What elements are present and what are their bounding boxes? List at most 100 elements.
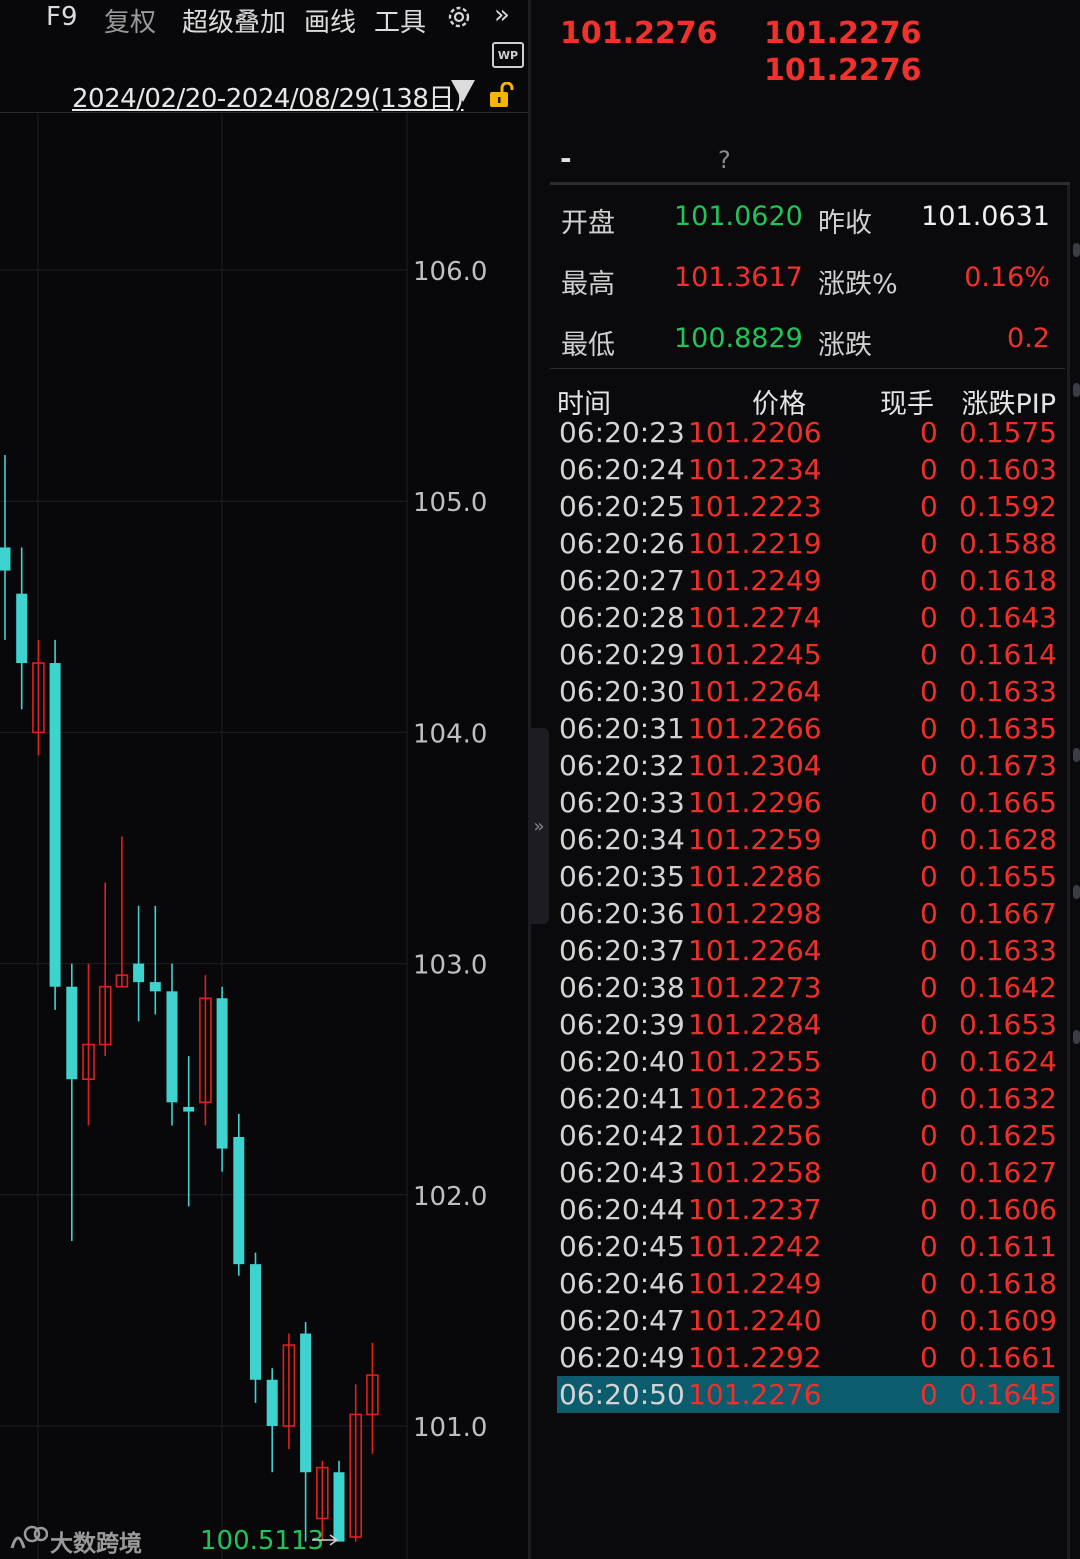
date-range-selector[interactable]: 2024/02/20-2024/08/29(138日) xyxy=(72,84,464,114)
tick-row[interactable]: 06:20:49 101.2292 0 0.1661 xyxy=(557,1339,1059,1376)
candle-body xyxy=(233,1137,245,1265)
tick-price: 101.2219 xyxy=(688,527,822,560)
tick-time: 06:20:30 xyxy=(559,675,685,708)
dropdown-triangle-icon[interactable] xyxy=(451,80,475,102)
collapse-chevron-icon: » xyxy=(533,815,545,837)
f9-button[interactable]: F9 xyxy=(46,2,78,32)
tick-row[interactable]: 06:20:39 101.2284 0 0.1653 xyxy=(557,1006,1059,1043)
tick-time: 06:20:38 xyxy=(559,971,685,1004)
candle-body xyxy=(250,1264,261,1380)
tick-volume: 0 xyxy=(920,934,938,967)
tick-price: 101.2264 xyxy=(688,675,822,708)
tools-button[interactable]: 工具 xyxy=(374,8,427,38)
tick-pip: 0.1611 xyxy=(959,1230,1057,1263)
tick-row[interactable]: 06:20:30 101.2264 0 0.1633 xyxy=(557,673,1059,710)
unlock-icon[interactable] xyxy=(490,81,520,112)
stats-divider xyxy=(550,368,1065,369)
tick-volume: 0 xyxy=(920,897,938,930)
tick-row[interactable]: 06:20:35 101.2286 0 0.1655 xyxy=(557,858,1059,895)
collapse-panel-button[interactable]: » xyxy=(529,728,549,924)
candle-body xyxy=(166,991,178,1103)
tick-row[interactable]: 06:20:32 101.2304 0 0.1673 xyxy=(557,747,1059,784)
col-header-pip: 涨跌PIP xyxy=(961,389,1056,420)
bid-price: 101.2276 xyxy=(764,16,922,51)
tick-row[interactable]: 06:20:37 101.2264 0 0.1633 xyxy=(557,932,1059,969)
candle-body xyxy=(300,1333,312,1473)
tick-row[interactable]: 06:20:28 101.2274 0 0.1643 xyxy=(557,599,1059,636)
tick-pip: 0.1642 xyxy=(959,971,1057,1004)
candle xyxy=(233,1113,245,1276)
tick-volume: 0 xyxy=(920,416,938,449)
tick-row[interactable]: 06:20:38 101.2273 0 0.1642 xyxy=(557,969,1059,1006)
candle xyxy=(266,1368,278,1473)
gear-icon[interactable] xyxy=(444,2,474,36)
candle-body xyxy=(216,998,228,1149)
tick-price: 101.2245 xyxy=(688,638,822,671)
candle-body xyxy=(315,1466,329,1520)
tick-price: 101.2258 xyxy=(688,1156,822,1189)
tick-volume: 0 xyxy=(920,823,938,856)
tick-time: 06:20:36 xyxy=(559,897,685,930)
draw-button[interactable]: 画线 xyxy=(304,8,357,38)
tick-row[interactable]: 06:20:34 101.2259 0 0.1628 xyxy=(557,821,1059,858)
candlestick-chart[interactable]: 106.0 105.0 104.0 103.0 102.0 101.0 100.5113 xyxy=(0,113,528,1559)
tick-pip: 0.1633 xyxy=(959,675,1057,708)
change-pct-label: 涨跌% xyxy=(818,269,898,300)
tick-row[interactable]: 06:20:29 101.2245 0 0.1614 xyxy=(557,636,1059,673)
candle xyxy=(199,975,212,1126)
tick-row[interactable]: 06:20:42 101.2256 0 0.1625 xyxy=(557,1117,1059,1154)
tick-time: 06:20:32 xyxy=(559,749,685,782)
right-scroll-edge xyxy=(1067,185,1070,1559)
tick-row[interactable]: 06:20:41 101.2263 0 0.1632 xyxy=(557,1080,1059,1117)
candle-body xyxy=(366,1374,379,1416)
tick-row[interactable]: 06:20:27 101.2249 0 0.1618 xyxy=(557,562,1059,599)
tick-price: 101.2263 xyxy=(688,1082,822,1115)
tick-row[interactable]: 06:20:40 101.2255 0 0.1624 xyxy=(557,1043,1059,1080)
tick-time: 06:20:49 xyxy=(559,1341,685,1374)
tick-price: 101.2273 xyxy=(688,971,822,1004)
tick-row[interactable]: 06:20:31 101.2266 0 0.1635 xyxy=(557,710,1059,747)
fuquan-button[interactable]: 复权 xyxy=(104,8,157,38)
candle xyxy=(216,986,228,1172)
tick-row[interactable]: 06:20:25 101.2223 0 0.1592 xyxy=(557,488,1059,525)
tick-row[interactable]: 06:20:44 101.2237 0 0.1606 xyxy=(557,1191,1059,1228)
tick-row[interactable]: 06:20:50 101.2276 0 0.1645 xyxy=(557,1376,1059,1413)
tick-price: 101.2240 xyxy=(688,1304,822,1337)
low-marker-arrowhead xyxy=(329,1534,339,1546)
tick-row[interactable]: 06:20:23 101.2206 0 0.1575 xyxy=(557,414,1059,451)
tick-time: 06:20:43 xyxy=(559,1156,685,1189)
tick-volume: 0 xyxy=(920,490,938,523)
last-price: 101.2276 xyxy=(560,16,718,51)
candle-body xyxy=(133,963,145,983)
tick-row[interactable]: 06:20:45 101.2242 0 0.1611 xyxy=(557,1228,1059,1265)
more-chevron-icon[interactable]: » xyxy=(494,0,510,30)
change-value: 0.2 xyxy=(1007,323,1050,354)
tick-price: 101.2296 xyxy=(688,786,822,819)
tick-row[interactable]: 06:20:43 101.2258 0 0.1627 xyxy=(557,1154,1059,1191)
tick-volume: 0 xyxy=(920,1082,938,1115)
candle-body xyxy=(0,547,11,571)
tick-row[interactable]: 06:20:46 101.2249 0 0.1618 xyxy=(557,1265,1059,1302)
candle-body xyxy=(183,1106,195,1112)
candle-body xyxy=(333,1472,345,1542)
tick-volume: 0 xyxy=(920,860,938,893)
tick-row[interactable]: 06:20:26 101.2219 0 0.1588 xyxy=(557,525,1059,562)
tick-time: 06:20:34 xyxy=(559,823,685,856)
tick-row[interactable]: 06:20:24 101.2234 0 0.1603 xyxy=(557,451,1059,488)
help-question-icon[interactable]: ? xyxy=(718,146,731,174)
wp-icon[interactable]: WP xyxy=(492,42,524,68)
kline-panel[interactable]: F9 复权 超级叠加 画线 工具 » WP 2024/02/20-2024/08… xyxy=(0,0,528,1559)
y-tick-label: 103.0 xyxy=(413,951,487,981)
tick-price: 101.2259 xyxy=(688,823,822,856)
tick-row[interactable]: 06:20:47 101.2240 0 0.1609 xyxy=(557,1302,1059,1339)
tick-volume: 0 xyxy=(920,1156,938,1189)
overlay-button[interactable]: 超级叠加 xyxy=(182,8,287,38)
tick-price: 101.2276 xyxy=(688,1378,822,1411)
tick-row[interactable]: 06:20:33 101.2296 0 0.1665 xyxy=(557,784,1059,821)
tick-pip: 0.1667 xyxy=(959,897,1057,930)
change-placeholder: - xyxy=(560,142,572,175)
tick-pip: 0.1618 xyxy=(959,1267,1057,1300)
tick-row[interactable]: 06:20:36 101.2298 0 0.1667 xyxy=(557,895,1059,932)
low-value: 100.8829 xyxy=(674,323,803,354)
tick-price: 101.2255 xyxy=(688,1045,822,1078)
